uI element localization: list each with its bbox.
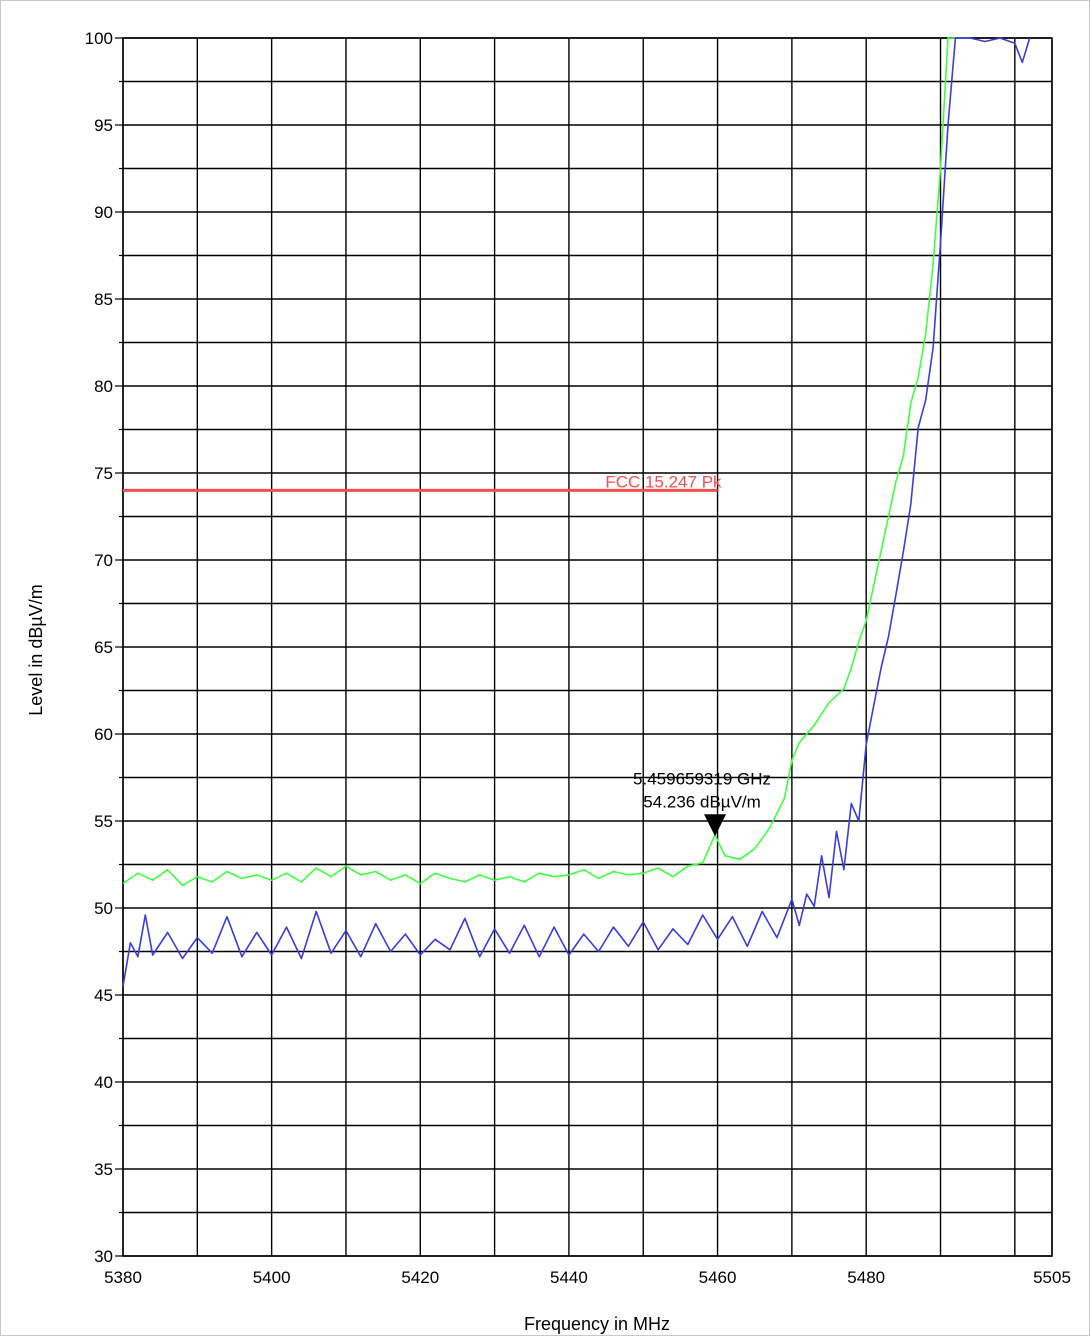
tick-labels: 30 35 40 45 50 55 60 65 70 75 80 85 90 95 100 5380 5400 5… [85,29,1071,1287]
x-tick-label: 5380 [104,1268,142,1287]
y-tick-label: 90 [94,203,113,222]
y-tick-label: 100 [85,29,113,48]
x-tick-label: 5420 [401,1268,439,1287]
y-tick-label: 30 [94,1247,113,1266]
marker-frequency-label: 5.459659319 GHz [633,769,771,788]
y-tick-label: 40 [94,1073,113,1092]
x-axis-title: Frequency in MHz [524,1314,670,1334]
y-tick-label: 80 [94,377,113,396]
marker-level-label: 54.236 dBµV/m [643,792,761,811]
series-peak-line [122,37,971,887]
y-tick-label: 35 [94,1160,113,1179]
series-layer [122,37,1031,987]
y-tick-label: 45 [94,986,113,1005]
y-tick-label: 75 [94,464,113,483]
marker-layer: 5.459659319 GHz 54.236 dBµV/m [633,769,771,837]
y-tick-label: 50 [94,899,113,918]
x-tick-label: 5480 [847,1268,885,1287]
y-tick-label: 95 [94,116,113,135]
limit-line-label: FCC 15.247 Pk [605,472,722,491]
y-tick-label: 65 [94,638,113,657]
marker-triangle [704,814,727,837]
y-tick-label: 55 [94,812,113,831]
grid [115,37,1053,1257]
y-tick-label: 60 [94,725,113,744]
limit-layer: FCC 15.247 Pk [123,472,722,492]
series-average-line [122,37,1031,987]
x-tick-label: 5460 [699,1268,737,1287]
x-tick-label: 5400 [253,1268,291,1287]
x-tick-label: 5505 [1033,1268,1071,1287]
y-axis-title: Level in dBµV/m [26,584,46,715]
y-tick-label: 85 [94,290,113,309]
y-tick-label: 70 [94,551,113,570]
x-tick-label: 5440 [550,1268,588,1287]
